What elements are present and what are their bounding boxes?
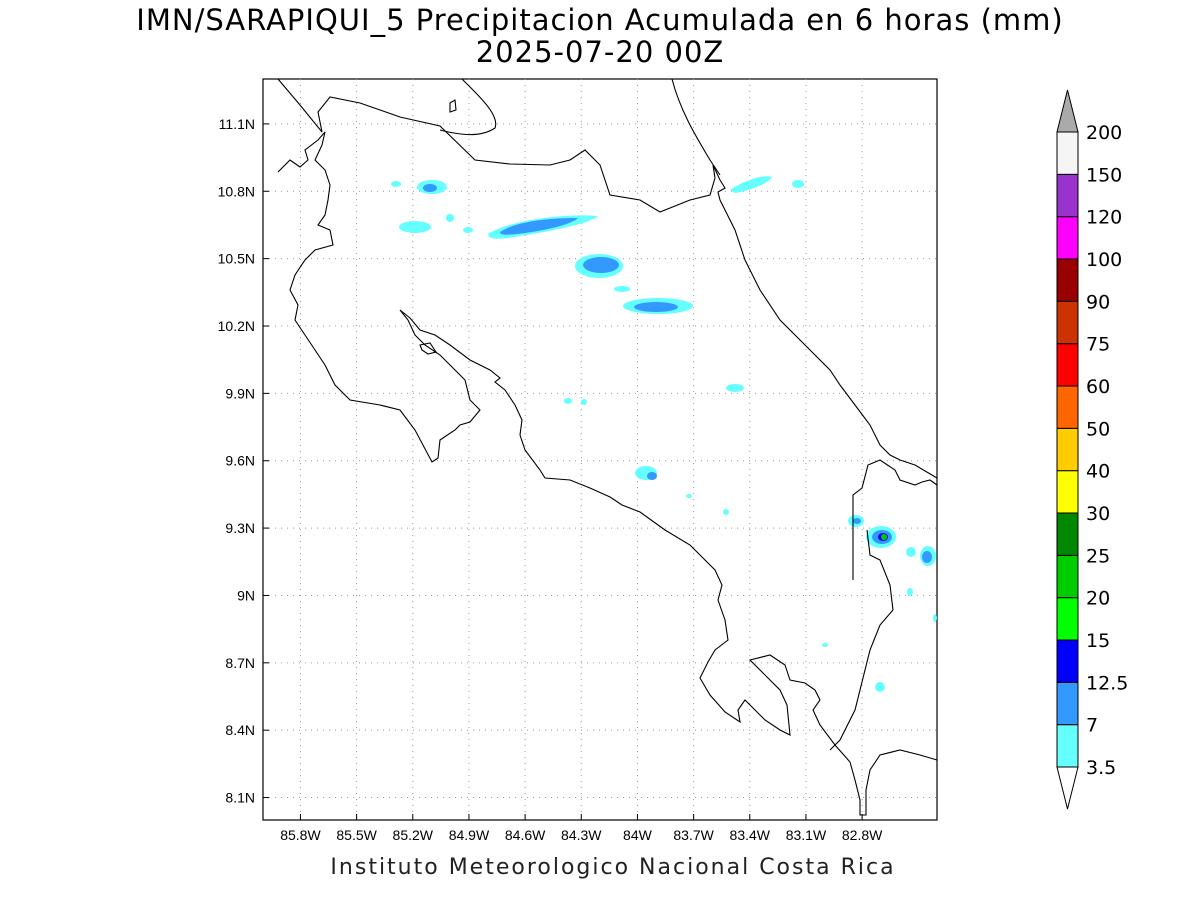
map-title: IMN/SARAPIQUI_5 Precipitacion Acumulada … bbox=[136, 3, 1064, 37]
rain-cell bbox=[853, 518, 861, 524]
colorbar-swatch bbox=[1056, 216, 1079, 260]
rain-cell bbox=[881, 534, 887, 540]
y-tick-label: 8.4N bbox=[225, 722, 255, 738]
rain-cell bbox=[581, 399, 587, 405]
colorbar-label: 12.5 bbox=[1086, 672, 1128, 694]
colorbar-label: 150 bbox=[1086, 164, 1122, 186]
rain-cell bbox=[726, 384, 744, 392]
rain-cell bbox=[933, 614, 937, 622]
north-caribbean-coast bbox=[277, 78, 938, 479]
colorbar-label: 15 bbox=[1086, 630, 1110, 652]
x-tick-label: 83.7W bbox=[673, 827, 714, 843]
rain-cell bbox=[922, 551, 932, 563]
colorbar-swatch bbox=[1056, 343, 1079, 387]
rain-cell bbox=[423, 184, 437, 192]
colorbar-swatch bbox=[1056, 554, 1079, 599]
longitude-ticks: 85.8W 85.5W 85.2W 84.9W 84.6W 84.3W 84W 83.7W 83… bbox=[280, 814, 883, 843]
colorbar-swatch bbox=[1056, 427, 1079, 472]
rain-cell bbox=[634, 302, 678, 312]
colorbar-label: 75 bbox=[1086, 334, 1110, 356]
colorbar-label: 50 bbox=[1086, 418, 1110, 440]
rain-cell bbox=[564, 398, 572, 404]
rain-cell bbox=[906, 547, 916, 557]
rain-cell bbox=[614, 286, 630, 292]
x-tick-label: 83.1W bbox=[786, 827, 827, 843]
y-tick-label: 9.6N bbox=[225, 453, 255, 469]
panama-coast bbox=[829, 529, 894, 751]
precipitation-areas bbox=[391, 176, 937, 692]
colorbar-swatch bbox=[1056, 681, 1079, 726]
island bbox=[449, 99, 457, 113]
x-tick-label: 84.6W bbox=[505, 827, 546, 843]
colorbar-label: 40 bbox=[1086, 461, 1110, 483]
rain-cell bbox=[446, 214, 454, 222]
rain-cell bbox=[399, 221, 431, 233]
colorbar-swatch bbox=[1056, 597, 1079, 641]
island bbox=[419, 342, 437, 355]
latitude-ticks: 8.1N 8.4N 8.7N 9N 9.3N 9.6N 9.9N 10.2N 10.5N 10.8… bbox=[218, 116, 269, 806]
coastlines bbox=[277, 78, 938, 816]
colorbar-label: 100 bbox=[1086, 249, 1122, 271]
rain-cell bbox=[792, 180, 804, 188]
y-tick-label: 8.7N bbox=[225, 655, 255, 671]
colorbar-swatch bbox=[1056, 173, 1079, 218]
colorbar-label: 3.5 bbox=[1086, 757, 1116, 779]
map-frame bbox=[262, 78, 938, 821]
colorbar-label: 200 bbox=[1086, 122, 1122, 144]
rain-cell bbox=[647, 472, 657, 480]
y-tick-label: 10.5N bbox=[218, 251, 255, 267]
map-subtitle: 2025-07-20 00Z bbox=[475, 35, 725, 69]
colorbar-swatch bbox=[1056, 258, 1079, 302]
colorbar-swatch bbox=[1056, 300, 1079, 345]
rain-cell bbox=[500, 218, 578, 235]
lake-shore bbox=[439, 78, 497, 136]
pacific-coast bbox=[277, 131, 938, 816]
rain-cell bbox=[686, 494, 692, 498]
y-tick-label: 9.9N bbox=[225, 385, 255, 401]
x-tick-label: 85.8W bbox=[280, 827, 321, 843]
x-tick-label: 84.3W bbox=[561, 827, 602, 843]
x-tick-label: 84.9W bbox=[449, 827, 490, 843]
rain-cell bbox=[723, 509, 729, 515]
y-tick-label: 11.1N bbox=[219, 116, 255, 132]
rain-cell bbox=[391, 181, 401, 187]
panama-border bbox=[852, 459, 938, 580]
colorbar-low-arrow bbox=[1056, 766, 1079, 810]
colorbar-label: 90 bbox=[1086, 291, 1110, 313]
colorbar-swatch bbox=[1056, 385, 1079, 429]
colorbar-label: 30 bbox=[1086, 503, 1110, 525]
rain-cell bbox=[907, 588, 913, 596]
x-tick-label: 85.2W bbox=[393, 827, 434, 843]
rain-cell bbox=[875, 682, 885, 692]
colorbar-high-arrow bbox=[1056, 89, 1079, 133]
y-tick-label: 10.2N bbox=[218, 318, 255, 334]
rain-cell bbox=[463, 227, 473, 233]
rain-cell bbox=[730, 176, 772, 193]
colorbar: 3.5 7 12.5 15 20 25 30 40 50 60 75 90 100 120 150 200 bbox=[1056, 89, 1128, 810]
river-border bbox=[671, 78, 721, 176]
rain-cell bbox=[583, 257, 619, 273]
colorbar-label: 7 bbox=[1086, 715, 1098, 737]
colorbar-swatch bbox=[1056, 639, 1079, 683]
y-tick-label: 10.8N bbox=[218, 183, 255, 199]
y-tick-label: 8.1N bbox=[225, 790, 255, 806]
colorbar-label: 20 bbox=[1086, 588, 1110, 610]
x-tick-label: 83.4W bbox=[730, 827, 771, 843]
colorbar-swatch bbox=[1056, 131, 1079, 175]
x-tick-label: 84W bbox=[623, 827, 653, 843]
y-tick-label: 9N bbox=[237, 587, 255, 603]
colorbar-label: 120 bbox=[1086, 207, 1122, 229]
colorbar-label: 25 bbox=[1086, 545, 1110, 567]
x-tick-label: 82.8W bbox=[842, 827, 883, 843]
colorbar-swatch bbox=[1056, 470, 1079, 514]
colorbar-label: 60 bbox=[1086, 376, 1110, 398]
colorbar-swatch bbox=[1056, 724, 1079, 768]
y-tick-label: 9.3N bbox=[225, 520, 255, 536]
x-tick-label: 85.5W bbox=[336, 827, 377, 843]
colorbar-swatch bbox=[1056, 512, 1079, 556]
footer-credit: Instituto Meteorologico Nacional Costa R… bbox=[330, 855, 896, 880]
rain-cell bbox=[822, 643, 828, 647]
